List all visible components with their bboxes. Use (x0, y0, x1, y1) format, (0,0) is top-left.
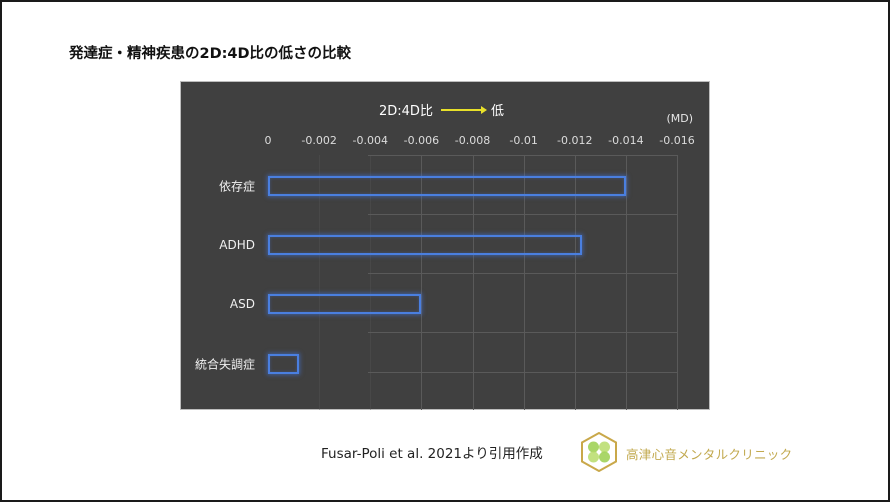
bar (268, 176, 626, 196)
direction-target: 低 (490, 104, 504, 119)
gridline-vertical (677, 155, 678, 410)
bar (268, 354, 299, 374)
x-tick-label: -0.008 (454, 134, 491, 147)
gridline-vertical (523, 155, 525, 410)
axis-unit: (MD) (666, 112, 693, 125)
x-tick-label: -0.002 (301, 134, 337, 147)
category-label: ADHD (219, 238, 255, 252)
clover-hexagon-logo-icon (580, 431, 618, 473)
direction-label: 2D:4D比 (379, 104, 433, 119)
clinic-name: 高津心音メンタルクリニック (626, 447, 793, 462)
arrow-right-icon (440, 105, 487, 114)
page-title: 発達症・精神疾患の2D:4D比の低さの比較 (69, 46, 352, 62)
bar (268, 235, 583, 255)
gridline-vertical (370, 155, 372, 410)
gridline-horizontal (368, 273, 677, 274)
category-label: 統合失調症 (194, 357, 255, 372)
gridline-vertical (319, 155, 321, 410)
x-tick-label: -0.006 (403, 134, 440, 147)
x-tick-label: -0.004 (352, 134, 388, 147)
gridline-vertical (421, 155, 423, 410)
gridline-vertical (574, 155, 576, 410)
x-tick-label: -0.01 (509, 134, 538, 147)
bar-chart: 2D:4D比 低 (MD) 0 -0.002 -0.004 -0.006 -0.008 -… (180, 81, 710, 410)
gridline-vertical (625, 155, 627, 410)
bar (268, 294, 422, 314)
x-tick-label: -0.012 (557, 134, 593, 147)
x-tick-label: -0.016 (659, 134, 695, 147)
category-label: ASD (229, 297, 255, 311)
category-label: 依存症 (218, 179, 255, 194)
direction-annotation: 2D:4D比 低 (379, 100, 504, 119)
x-tick-label: -0.014 (608, 134, 644, 147)
gridline-horizontal (368, 372, 677, 373)
gridline-horizontal (368, 214, 677, 215)
x-tick-label: 0 (264, 134, 272, 147)
gridline-horizontal (368, 155, 677, 156)
citation: Fusar-Poli et al. 2021より引用作成 (321, 446, 543, 462)
gridline-horizontal (368, 332, 677, 333)
gridline-vertical (472, 155, 474, 410)
